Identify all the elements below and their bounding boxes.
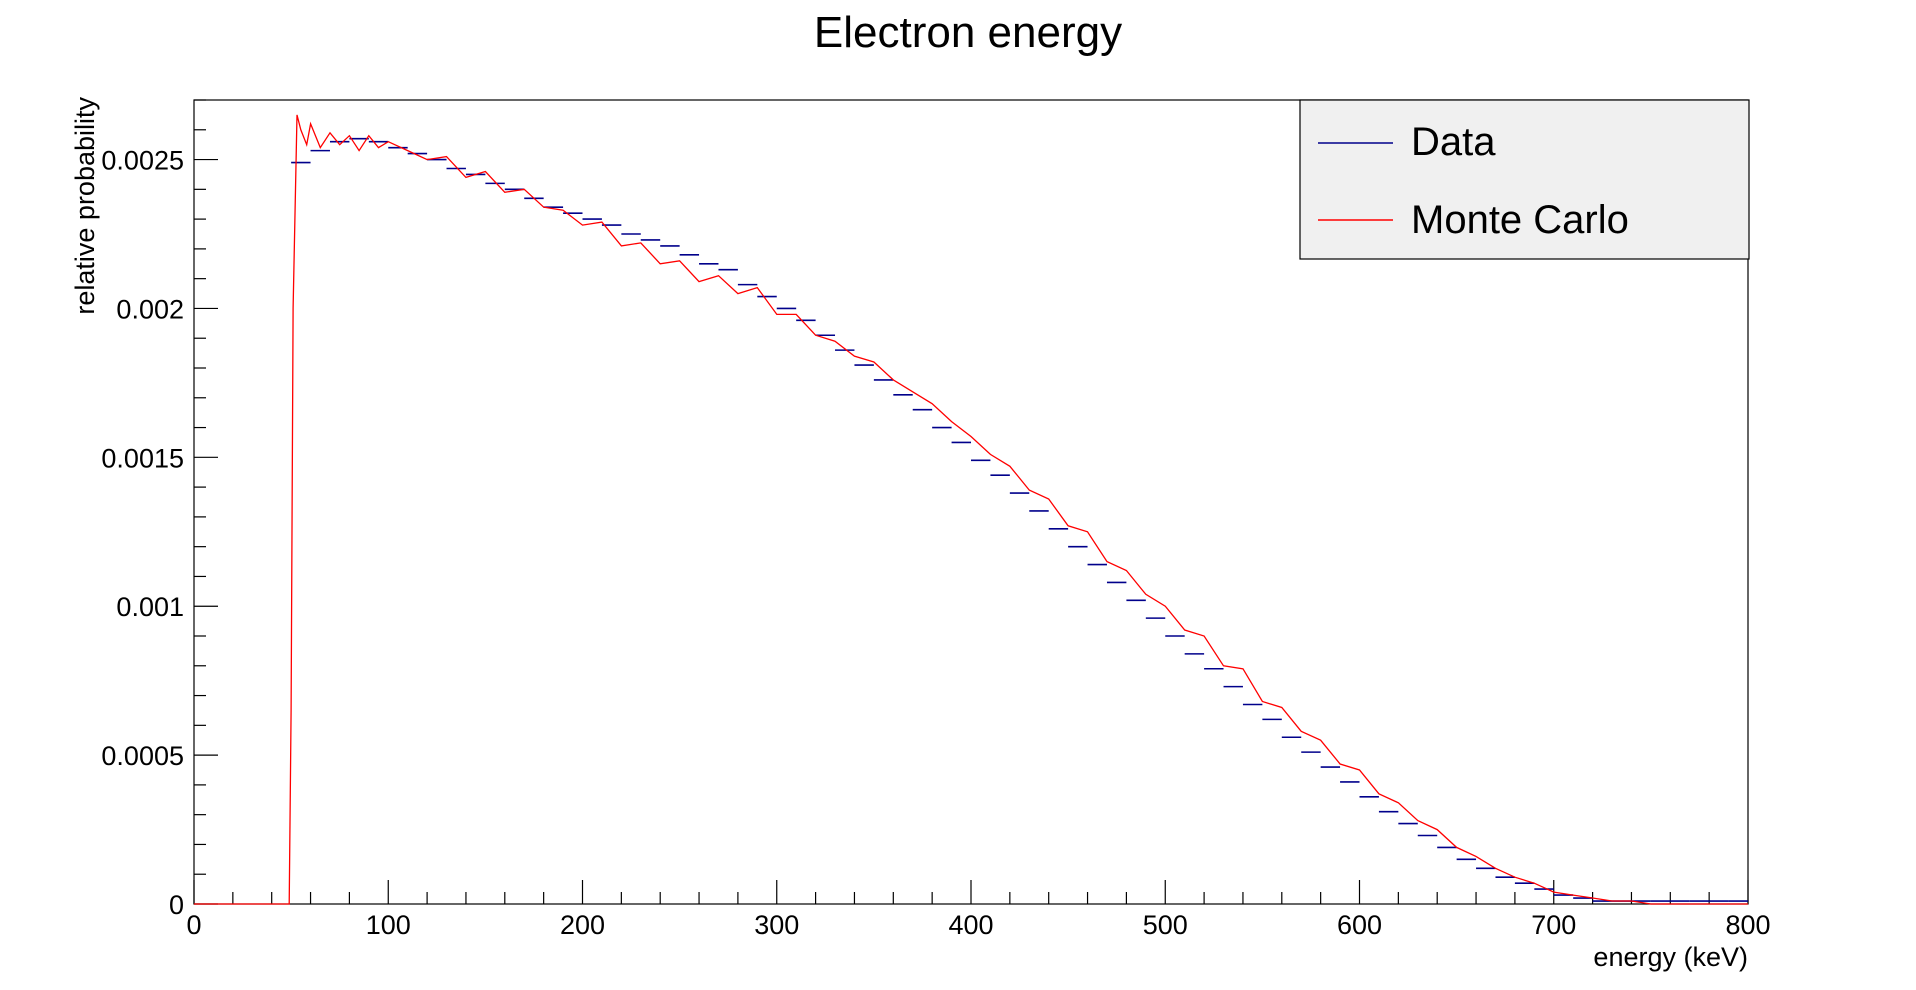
y-tick-label: 0.002 [116,294,184,324]
x-tick-label: 300 [754,910,799,940]
x-tick-label: 100 [366,910,411,940]
x-axis-title: energy (keV) [1593,942,1748,972]
series-layer [194,114,1748,905]
y-axis-title: relative probability [70,97,100,315]
y-axis-ticks: 0 0.0005 0.001 0.0015 0.002 0.0025 [101,99,218,920]
y-tick-label: 0.0005 [101,741,184,771]
legend-label-monte-carlo: Monte Carlo [1411,198,1629,242]
chart-title: Electron energy [814,8,1122,57]
y-tick-label: 0.0025 [101,146,184,176]
series-monte-carlo [194,114,1748,905]
y-tick-label: 0.001 [116,592,184,622]
x-tick-label: 0 [186,910,201,940]
legend: Data Monte Carlo [1299,99,1750,260]
y-tick-label: 0.0015 [101,443,184,473]
series-line [194,114,1748,905]
legend-label-data: Data [1411,120,1496,164]
x-tick-label: 400 [948,910,993,940]
series-data [291,137,1748,902]
x-tick-label: 700 [1531,910,1576,940]
x-tick-label: 500 [1143,910,1188,940]
x-tick-label: 600 [1337,910,1382,940]
legend-box [1299,99,1750,260]
x-tick-label: 200 [560,910,605,940]
x-axis-ticks: 0 100 200 300 400 500 600 700 800 [186,880,1771,940]
x-tick-label: 800 [1725,910,1770,940]
y-tick-label: 0 [169,890,184,920]
